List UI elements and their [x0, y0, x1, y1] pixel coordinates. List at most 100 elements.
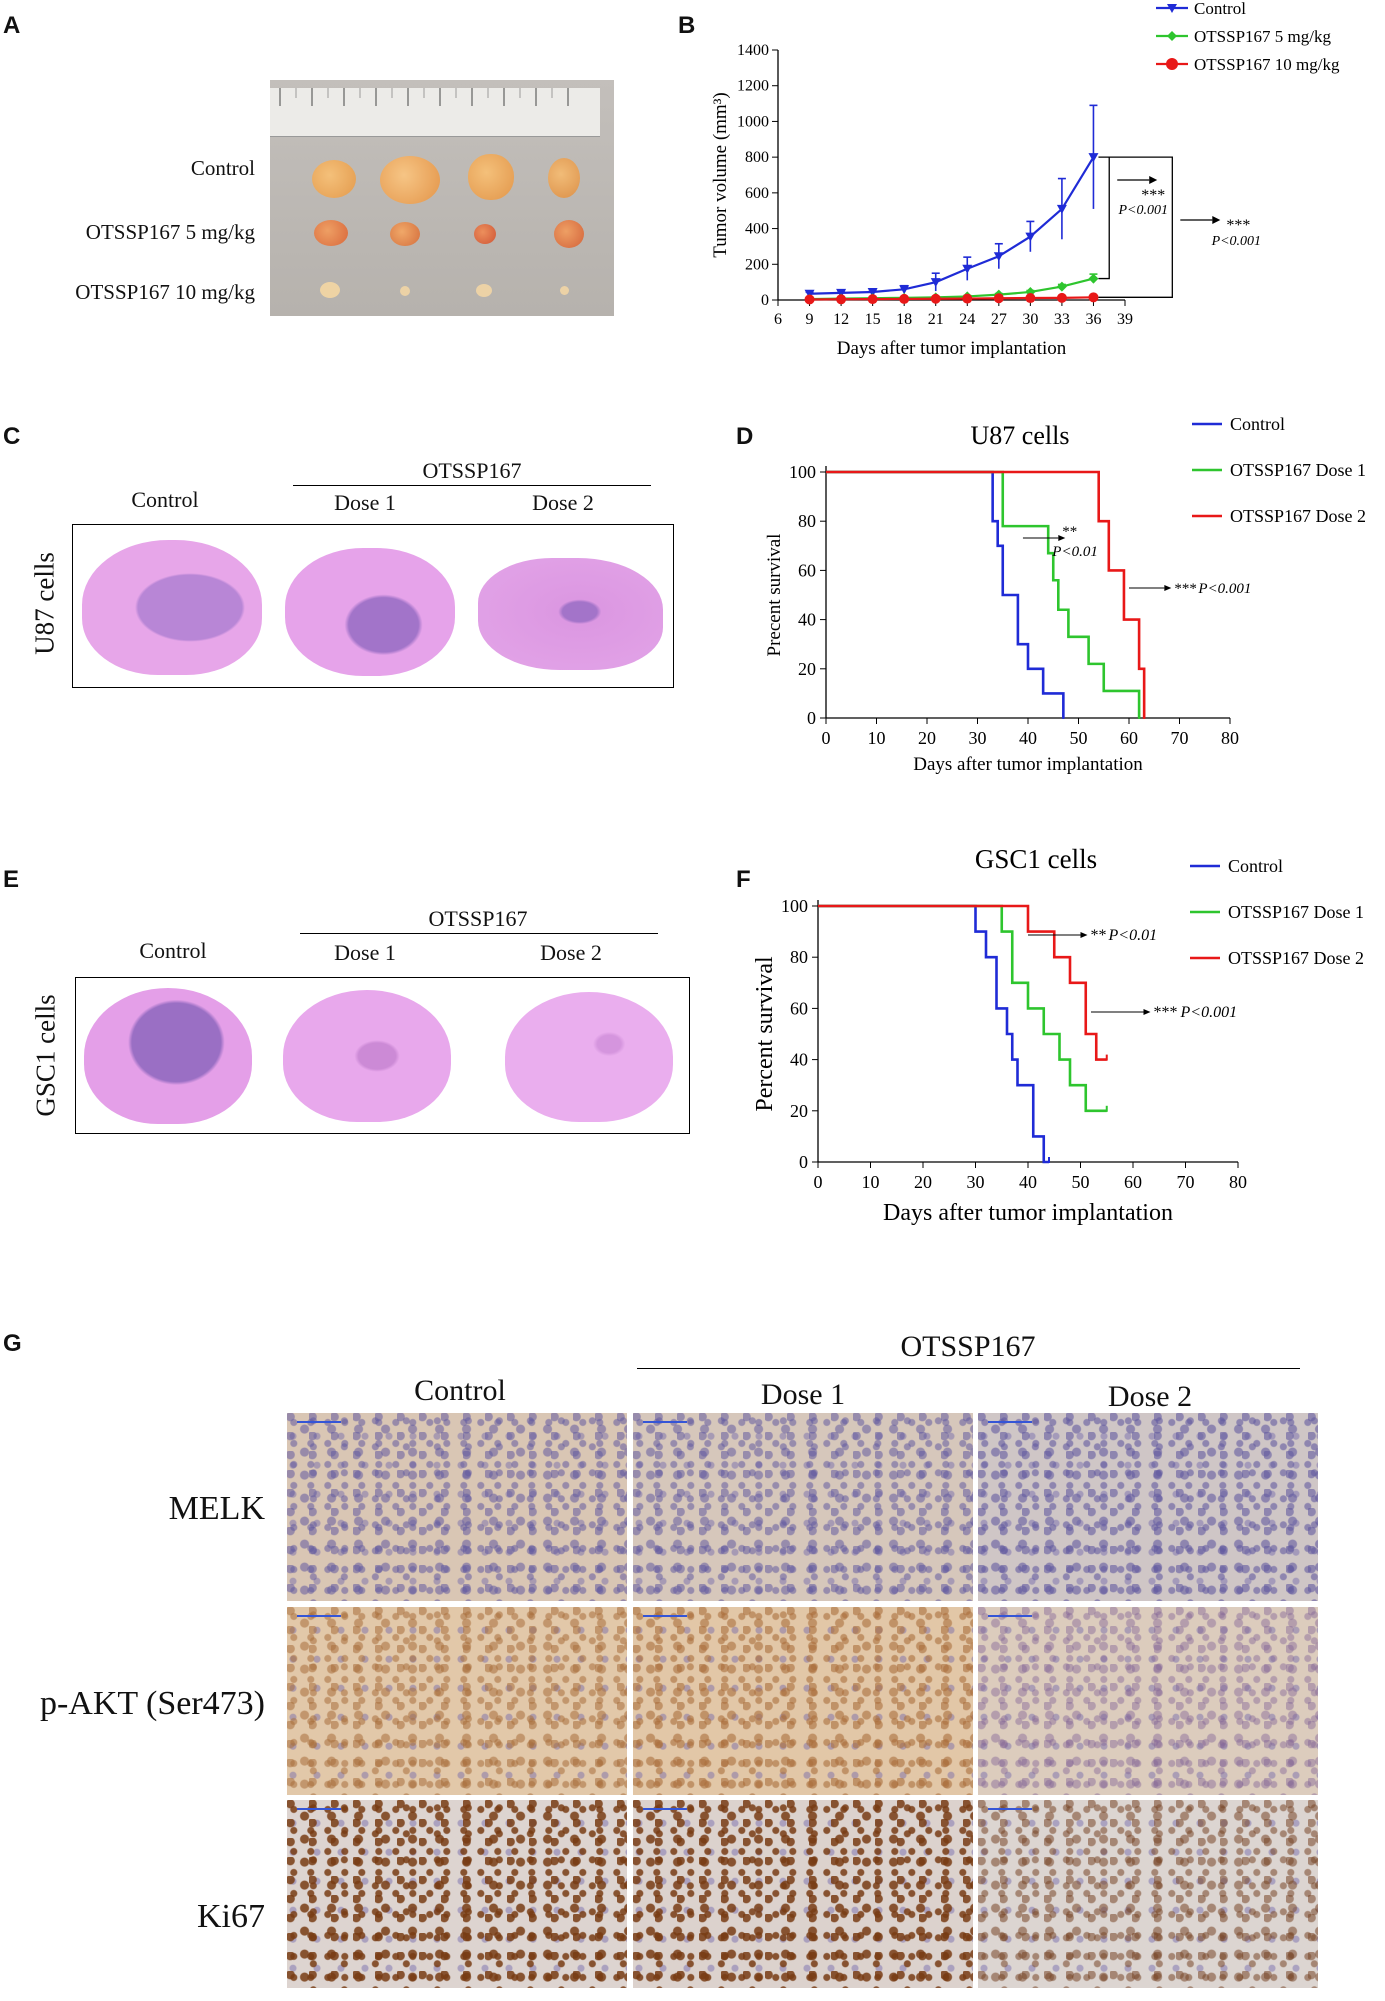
brain-u87-dose2: [478, 558, 663, 670]
panel-g-row-ki67: Ki67: [197, 1898, 265, 1935]
b-annotation-p-1: P<0.001: [1117, 203, 1168, 218]
tumor-5mg-1: [314, 220, 348, 246]
scale-bar: [297, 1615, 341, 1617]
tumor-10mg-1: [320, 282, 340, 298]
b-point: [1025, 293, 1036, 304]
d-annotation-p: P<0.001: [1197, 581, 1251, 597]
scale-bar: [643, 1615, 687, 1617]
f-x-tick-label: 40: [1019, 1172, 1037, 1192]
f-y-tick-label: 80: [790, 947, 808, 967]
tumor-10mg-3: [476, 284, 492, 297]
d-y-tick-label: 80: [798, 511, 816, 531]
panel-e-row-label: GSC1 cells: [30, 994, 61, 1117]
b-legend-label: OTSSP167 5 mg/kg: [1194, 27, 1331, 46]
panel-a-row-control: Control: [190, 156, 255, 180]
d-y-tick-label: 20: [798, 659, 816, 679]
b-y-axis-label: Tumor volume (mm³): [710, 92, 731, 257]
panel-label-c: C: [3, 423, 21, 450]
d-series-step: [826, 470, 1065, 718]
scale-bar: [297, 1421, 341, 1423]
b-point: [1056, 292, 1067, 303]
b-point: [1025, 232, 1036, 242]
f-annotation-arrowhead: [1080, 932, 1088, 938]
b-point: [962, 264, 973, 274]
d-annotation-arrowhead: [1164, 585, 1172, 591]
panel-e-col-dose2: Dose 2: [540, 940, 602, 965]
b-legend-marker: [1167, 4, 1177, 13]
panel-c-row-label: U87 cells: [29, 552, 60, 655]
b-y-tick-label: 1400: [737, 42, 769, 59]
d-legend-label: Control: [1230, 414, 1285, 434]
panel-label-f: F: [736, 866, 751, 893]
d-x-tick-label: 40: [1019, 728, 1037, 748]
f-x-tick-label: 80: [1229, 1172, 1247, 1192]
panel-label-g: G: [3, 1330, 22, 1357]
b-x-tick-label: 24: [959, 311, 975, 328]
d-x-tick-label: 30: [969, 728, 987, 748]
chart-f: GSC1 cells 0 20 40 60 80 100 0 10 20 30 40 50 60 70 80 D…: [752, 844, 1364, 1226]
panel-e-col-dose1: Dose 1: [334, 940, 396, 965]
panel-c-col-dose1: Dose 1: [334, 490, 396, 515]
b-point: [1056, 204, 1067, 214]
panel-g-row-pakt: p-AKT (Ser473): [39, 1685, 265, 1722]
f-series-step: [818, 904, 1049, 1164]
b-x-tick-label: 15: [865, 311, 881, 328]
scale-bar: [643, 1421, 687, 1423]
scale-bar: [988, 1615, 1032, 1617]
panel-label-e: E: [3, 866, 20, 893]
brain-gsc1-control: [84, 988, 252, 1124]
d-x-tick-label: 60: [1120, 728, 1138, 748]
f-series-step: [818, 904, 1107, 1113]
f-annotation-arrowhead: [1143, 1009, 1151, 1015]
panel-e-group-line: [300, 933, 658, 934]
panel-c-group-line: [293, 485, 651, 486]
f-legend-label: Control: [1228, 856, 1283, 876]
b-legend-label: OTSSP167 10 mg/kg: [1194, 55, 1340, 74]
b-y-tick-label: 800: [745, 149, 769, 166]
b-point: [1088, 273, 1099, 284]
scale-bar: [988, 1421, 1032, 1423]
ihc-melk-dose2: [978, 1413, 1318, 1601]
panel-label-b: B: [678, 12, 696, 39]
b-x-tick-label: 21: [928, 311, 944, 328]
b-x-axis-label: Days after tumor implantation: [837, 338, 1067, 359]
d-y-tick-label: 60: [798, 560, 816, 580]
b-y-tick-label: 600: [745, 185, 769, 202]
d-annotation-p: P<0.01: [1051, 544, 1098, 560]
b-point: [899, 293, 910, 304]
panel-g-group-label: OTSSP167: [900, 1330, 1036, 1363]
tumor-control-2: [380, 156, 440, 204]
b-y-tick-label: 400: [745, 221, 769, 238]
d-x-tick-label: 0: [822, 728, 831, 748]
panel-g-col-control: Control: [414, 1374, 506, 1407]
panel-e-group-label: OTSSP167: [428, 906, 528, 931]
f-x-tick-label: 70: [1177, 1172, 1195, 1192]
f-x-tick-label: 20: [914, 1172, 932, 1192]
b-y-tick-label: 1000: [737, 113, 769, 130]
ruler: [270, 88, 600, 137]
b-x-tick-label: 9: [806, 311, 814, 328]
f-legend-label: OTSSP167 Dose 1: [1228, 902, 1364, 922]
f-x-tick-label: 50: [1072, 1172, 1090, 1192]
b-point: [836, 288, 847, 298]
scale-bar: [988, 1808, 1032, 1810]
tumor-5mg-2: [390, 222, 420, 246]
f-title: GSC1 cells: [975, 844, 1097, 874]
b-point: [1088, 292, 1099, 303]
d-y-tick-label: 0: [807, 708, 816, 728]
b-series-line: [809, 277, 1094, 301]
panel-g-row-melk: MELK: [168, 1490, 265, 1527]
d-x-tick-label: 20: [918, 728, 936, 748]
panel-c-col-dose2: Dose 2: [532, 490, 594, 515]
b-x-tick-label: 27: [991, 311, 1007, 328]
ihc-ki67-dose2: [978, 1800, 1318, 1988]
f-x-tick-label: 60: [1124, 1172, 1142, 1192]
d-title: U87 cells: [971, 421, 1070, 450]
ihc-pakt-dose2: [978, 1607, 1318, 1795]
panel-c-col-control: Control: [131, 487, 199, 512]
tumor-control-3: [468, 154, 514, 200]
b-point: [993, 293, 1004, 304]
b-legend-label: Control: [1194, 0, 1246, 18]
panel-e-col-control: Control: [139, 938, 207, 963]
tumor-photo: [270, 80, 614, 316]
